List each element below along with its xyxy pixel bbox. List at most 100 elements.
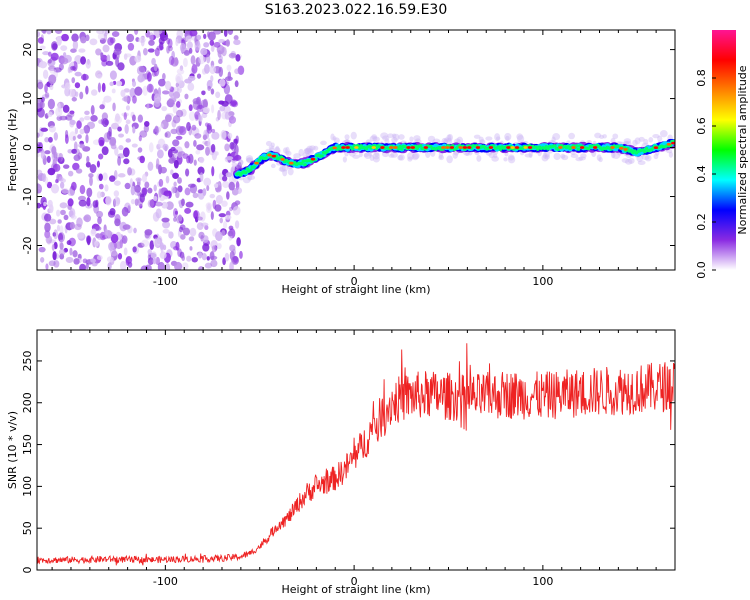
noise-blob — [137, 74, 145, 83]
noise-blob — [207, 137, 211, 149]
trace-halo-blob — [624, 158, 633, 165]
noise-blob — [123, 112, 127, 121]
noise-blob — [168, 55, 175, 66]
noise-blob — [37, 183, 43, 194]
noise-blob — [112, 102, 116, 112]
noise-blob — [215, 151, 219, 156]
trace-halo-blob — [594, 132, 602, 139]
noise-blob — [69, 131, 77, 142]
noise-blob — [176, 68, 185, 75]
noise-blob — [64, 87, 71, 97]
trace-halo-blob — [491, 155, 499, 162]
noise-blob — [226, 64, 232, 72]
trace-halo-blob — [668, 151, 674, 158]
trace-halo-blob — [279, 164, 286, 173]
noise-blob — [56, 209, 61, 217]
noise-blob — [197, 189, 204, 194]
trace-halo-blob — [268, 145, 275, 150]
noise-blob — [70, 214, 77, 220]
spectrogram-x-tick-label: 100 — [532, 275, 553, 288]
trace-halo-blob — [372, 136, 380, 142]
noise-blob — [58, 176, 64, 182]
noise-blob — [185, 168, 190, 177]
noise-blob — [48, 74, 57, 85]
noise-blob — [168, 157, 176, 164]
noise-blob — [76, 232, 85, 239]
noise-blob — [179, 42, 186, 53]
trace-halo-blob — [285, 146, 290, 155]
trace-halo-blob — [392, 133, 397, 139]
noise-blob — [89, 38, 98, 46]
snr-y-tick-label: 50 — [21, 521, 34, 535]
noise-blob — [110, 250, 118, 257]
noise-blob — [102, 172, 108, 181]
noise-blob — [113, 48, 122, 55]
noise-blob — [236, 237, 241, 247]
noise-blob — [98, 136, 105, 146]
noise-blob — [115, 113, 121, 122]
trace-halo-blob — [612, 152, 621, 160]
trace-halo-blob — [632, 139, 638, 147]
noise-blob — [165, 262, 171, 270]
noise-blob — [79, 128, 85, 135]
noise-blob — [86, 121, 96, 130]
noise-blob — [224, 252, 230, 262]
noise-blob — [175, 109, 184, 118]
noise-blob — [92, 200, 98, 208]
trace-halo-blob — [313, 145, 319, 151]
noise-blob — [104, 228, 109, 239]
noise-blob — [235, 187, 243, 194]
noise-blob — [122, 224, 131, 230]
noise-blob — [115, 241, 122, 250]
trace-halo-blob — [659, 130, 668, 138]
noise-blob — [157, 78, 166, 87]
noise-blob — [116, 80, 123, 87]
trace-peak — [523, 146, 528, 149]
noise-blob — [100, 118, 105, 125]
trace-peak — [610, 146, 615, 149]
noise-blob — [105, 195, 112, 206]
noise-blob — [173, 91, 181, 99]
noise-blob — [188, 111, 196, 121]
noise-blob — [221, 46, 227, 57]
noise-blob — [160, 123, 164, 129]
noise-blob — [181, 262, 189, 270]
noise-blob — [52, 251, 57, 261]
trace-peak — [653, 146, 659, 150]
trace-peak — [666, 142, 672, 146]
trace-band — [642, 150, 647, 154]
noise-blob — [72, 40, 79, 51]
trace-peak — [341, 146, 346, 149]
noise-blob — [232, 206, 241, 216]
noise-blob — [44, 92, 50, 98]
noise-blob — [45, 235, 53, 244]
spectrogram-y-tick-label: 20 — [21, 43, 34, 57]
noise-blob — [44, 83, 48, 94]
noise-blob — [234, 80, 239, 88]
noise-blob — [172, 115, 181, 124]
trace-halo-blob — [398, 154, 405, 161]
noise-blob — [222, 180, 230, 189]
noise-blob — [118, 145, 124, 151]
trace-halo-blob — [350, 131, 357, 140]
noise-blob — [51, 145, 57, 155]
noise-blob — [189, 227, 197, 237]
noise-blob — [195, 150, 201, 155]
noise-blob — [158, 164, 162, 175]
noise-blob — [207, 85, 212, 91]
trace-peak — [254, 161, 259, 165]
noise-blob — [124, 182, 131, 190]
trace-band — [303, 163, 307, 167]
noise-blob — [140, 265, 149, 270]
noise-blob — [121, 235, 128, 244]
trace-halo-blob — [644, 154, 652, 162]
noise-blob — [58, 248, 66, 256]
noise-blob — [55, 179, 59, 184]
noise-blob — [68, 170, 74, 177]
trace-halo-blob — [413, 135, 421, 142]
noise-blob — [114, 146, 119, 156]
noise-blob — [78, 199, 87, 207]
trace-halo-blob — [516, 135, 525, 143]
noise-blob — [71, 148, 78, 154]
noise-blob — [72, 162, 80, 171]
